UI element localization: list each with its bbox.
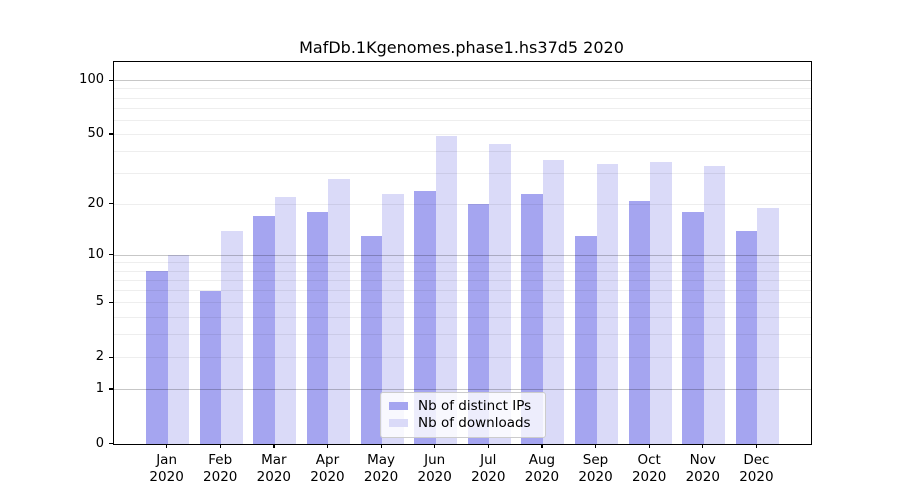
x-tick-mark — [434, 444, 436, 448]
y-tick-mark — [109, 443, 113, 445]
x-tick-label-jun: Jun 2020 — [417, 452, 452, 485]
x-tick-label-jan: Jan 2020 — [149, 452, 184, 485]
x-tick-mark — [595, 444, 597, 448]
y-tick-label: 10 — [87, 246, 104, 262]
bar-downloads-jan — [167, 255, 190, 444]
bar-downloads-aug — [542, 159, 565, 444]
bar-downloads-mar — [274, 197, 297, 444]
bar-distinct-ips-jul — [467, 204, 490, 444]
bar-downloads-jun — [435, 136, 458, 444]
y-tick-label: 100 — [79, 72, 104, 88]
bar-distinct-ips-apr — [307, 212, 329, 444]
bar-distinct-ips-jan — [146, 271, 168, 444]
x-tick-mark — [166, 444, 168, 448]
bar-downloads-jul — [489, 144, 511, 444]
y-tick-mark — [109, 254, 113, 256]
x-tick-mark — [702, 444, 704, 448]
y-tick-mark — [109, 79, 113, 81]
bar-downloads-feb — [221, 230, 243, 444]
x-tick-label-oct: Oct 2020 — [631, 452, 667, 485]
legend-swatch-downloads — [389, 419, 408, 427]
bar-distinct-ips-sep — [575, 236, 597, 444]
bar-downloads-nov — [703, 166, 726, 444]
bar-distinct-ips-aug — [521, 193, 543, 444]
legend-label-distinct-ips: Nb of distinct IPs — [418, 398, 532, 414]
bar-distinct-ips-feb — [199, 290, 222, 444]
x-tick-mark — [273, 444, 275, 448]
x-tick-mark — [648, 444, 650, 448]
x-tick-mark — [487, 444, 489, 448]
bar-downloads-may — [382, 193, 404, 444]
bars-layer — [114, 62, 811, 444]
y-tick-label: 1 — [95, 380, 104, 396]
bar-downloads-dec — [757, 208, 779, 444]
x-tick-label-apr: Apr 2020 — [310, 452, 345, 485]
bar-distinct-ips-mar — [253, 216, 275, 444]
plot-area — [113, 61, 812, 445]
legend-swatch-distinct-ips — [389, 402, 408, 410]
y-tick-mark — [109, 133, 113, 135]
y-tick-mark — [109, 203, 113, 205]
legend-row: Nb of distinct IPs — [381, 398, 545, 414]
x-tick-label-feb: Feb 2020 — [203, 452, 238, 485]
x-tick-label-sep: Sep 2020 — [578, 452, 613, 485]
x-tick-label-aug: Aug 2020 — [524, 452, 560, 485]
bar-downloads-apr — [328, 178, 350, 444]
chart-title: MafDb.1Kgenomes.phase1.hs37d5 2020 — [299, 38, 624, 57]
y-tick-mark — [109, 388, 113, 390]
bar-distinct-ips-may — [360, 236, 383, 444]
x-tick-mark — [541, 444, 543, 448]
legend: Nb of distinct IPs Nb of downloads — [380, 392, 546, 438]
bar-downloads-sep — [596, 164, 618, 444]
bar-distinct-ips-jun — [414, 190, 436, 444]
x-tick-label-jul: Jul 2020 — [471, 452, 506, 485]
x-tick-label-dec: Dec 2020 — [739, 452, 774, 485]
bar-downloads-oct — [650, 161, 672, 444]
legend-label-downloads: Nb of downloads — [418, 415, 531, 431]
y-tick-label: 2 — [95, 349, 104, 364]
y-tick-mark — [109, 301, 113, 304]
x-tick-label-mar: Mar 2020 — [256, 452, 292, 485]
bar-distinct-ips-oct — [628, 200, 651, 444]
x-tick-mark — [755, 444, 758, 448]
x-tick-mark — [326, 444, 329, 448]
bar-distinct-ips-dec — [735, 230, 758, 444]
x-tick-mark — [219, 444, 221, 448]
y-tick-mark — [109, 356, 113, 358]
y-tick-label: 20 — [87, 195, 104, 211]
y-tick-label: 5 — [95, 294, 104, 310]
bar-distinct-ips-nov — [682, 212, 704, 444]
y-tick-label: 0 — [95, 435, 104, 451]
y-tick-label: 50 — [87, 125, 104, 141]
x-tick-mark — [380, 444, 382, 448]
x-tick-label-may: May 2020 — [363, 452, 399, 485]
x-tick-label-nov: Nov 2020 — [685, 452, 720, 485]
legend-row: Nb of downloads — [381, 415, 545, 431]
